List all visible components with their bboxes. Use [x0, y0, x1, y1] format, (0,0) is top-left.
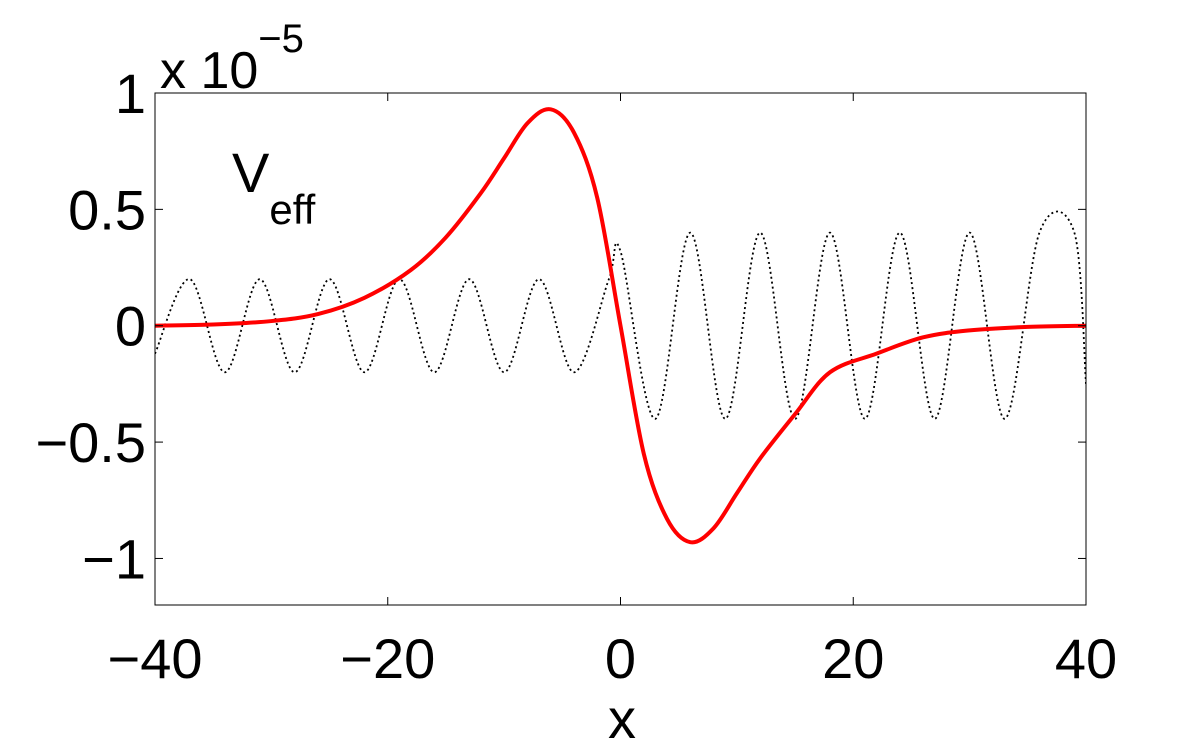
y-tick-label: −1 [82, 527, 146, 590]
exponent-base: x 10 [160, 42, 258, 100]
exponent-label: x 10−5 [160, 17, 304, 100]
x-tick-label: 0 [605, 627, 636, 690]
tick-labels-layer: −40 −20 0 20 40 −1 −0.5 0 0.5 1 [35, 62, 1117, 690]
x-tick-label: −20 [340, 627, 435, 690]
series-line-solid-red [155, 107, 1086, 545]
ticks-layer [154, 92, 1087, 605]
veff-annotation: Veff [232, 141, 316, 233]
x-tick-label: 40 [1055, 627, 1117, 690]
veff-subscript: eff [269, 186, 315, 233]
y-tick-label: 0 [115, 295, 146, 358]
veff-main: V [232, 141, 270, 204]
exponent-power: −5 [258, 17, 304, 61]
x-axis-label: x [608, 687, 636, 750]
axes-box [154, 92, 1087, 606]
x-tick-label: −40 [108, 627, 203, 690]
y-tick-label: −0.5 [35, 411, 146, 474]
y-tick-label: 1 [115, 62, 146, 125]
series-layer [155, 107, 1086, 545]
y-tick-label: 0.5 [68, 178, 146, 241]
x-tick-label: 20 [822, 627, 884, 690]
